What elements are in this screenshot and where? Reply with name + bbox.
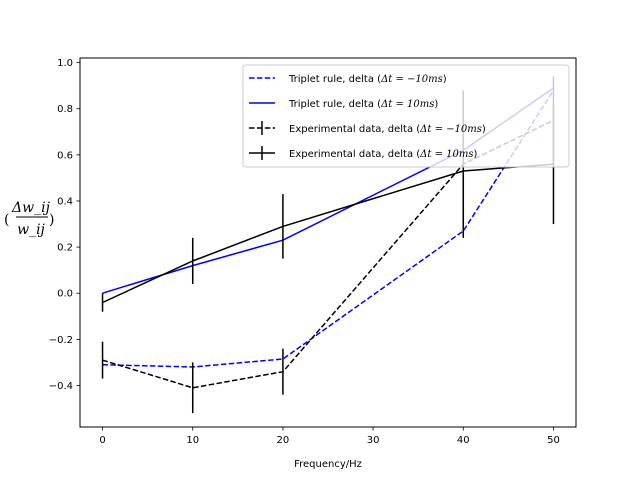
x-tick-label: 40	[457, 435, 470, 446]
y-tick-label: 0.4	[57, 196, 73, 207]
y-tick-label: 0.8	[57, 104, 73, 115]
x-axis-ticks: 0 10 20 30 40 50	[99, 427, 560, 446]
y-label-denominator: w_ij	[17, 222, 45, 238]
y-tick-label: −0.2	[49, 335, 73, 346]
x-tick-label: 50	[547, 435, 560, 446]
legend-label-3: Experimental data, delta (Δt = −10ms)	[289, 124, 486, 135]
y-label-close-paren: )	[49, 212, 54, 228]
y-tick-label: −0.4	[49, 381, 73, 392]
legend: Triplet rule, delta (Δt = −10ms) Triplet …	[242, 64, 570, 168]
x-tick-label: 0	[99, 435, 105, 446]
y-tick-label: 0.6	[57, 150, 73, 161]
y-tick-label: 0.0	[57, 289, 73, 300]
axes-border	[79, 57, 577, 428]
x-tick-label: 30	[367, 435, 380, 446]
x-tick-label: 20	[277, 435, 290, 446]
x-tick-label: 10	[186, 435, 199, 446]
series-line	[102, 89, 555, 368]
legend-label-2: Triplet rule, delta (Δt = 10ms)	[288, 99, 438, 110]
legend-label-4: Experimental data, delta (Δt = 10ms)	[289, 149, 477, 160]
frame-layer	[79, 57, 577, 428]
legend-label-1: Triplet rule, delta (Δt = −10ms)	[288, 74, 447, 85]
y-tick-label: 1.0	[57, 58, 73, 69]
x-axis-label: Frequency/Hz	[294, 459, 362, 470]
legend-box	[242, 64, 570, 168]
y-label-open-paren: (	[4, 212, 9, 228]
series-1	[102, 89, 555, 368]
y-tick-label: 0.2	[57, 243, 73, 254]
y-axis-label: ( Δw_ij w_ij )	[4, 200, 54, 238]
y-axis-ticks: −0.4 −0.2 0.0 0.2 0.4 0.6 0.8 1.0	[49, 58, 80, 392]
y-label-numerator: Δw_ij	[11, 200, 51, 216]
